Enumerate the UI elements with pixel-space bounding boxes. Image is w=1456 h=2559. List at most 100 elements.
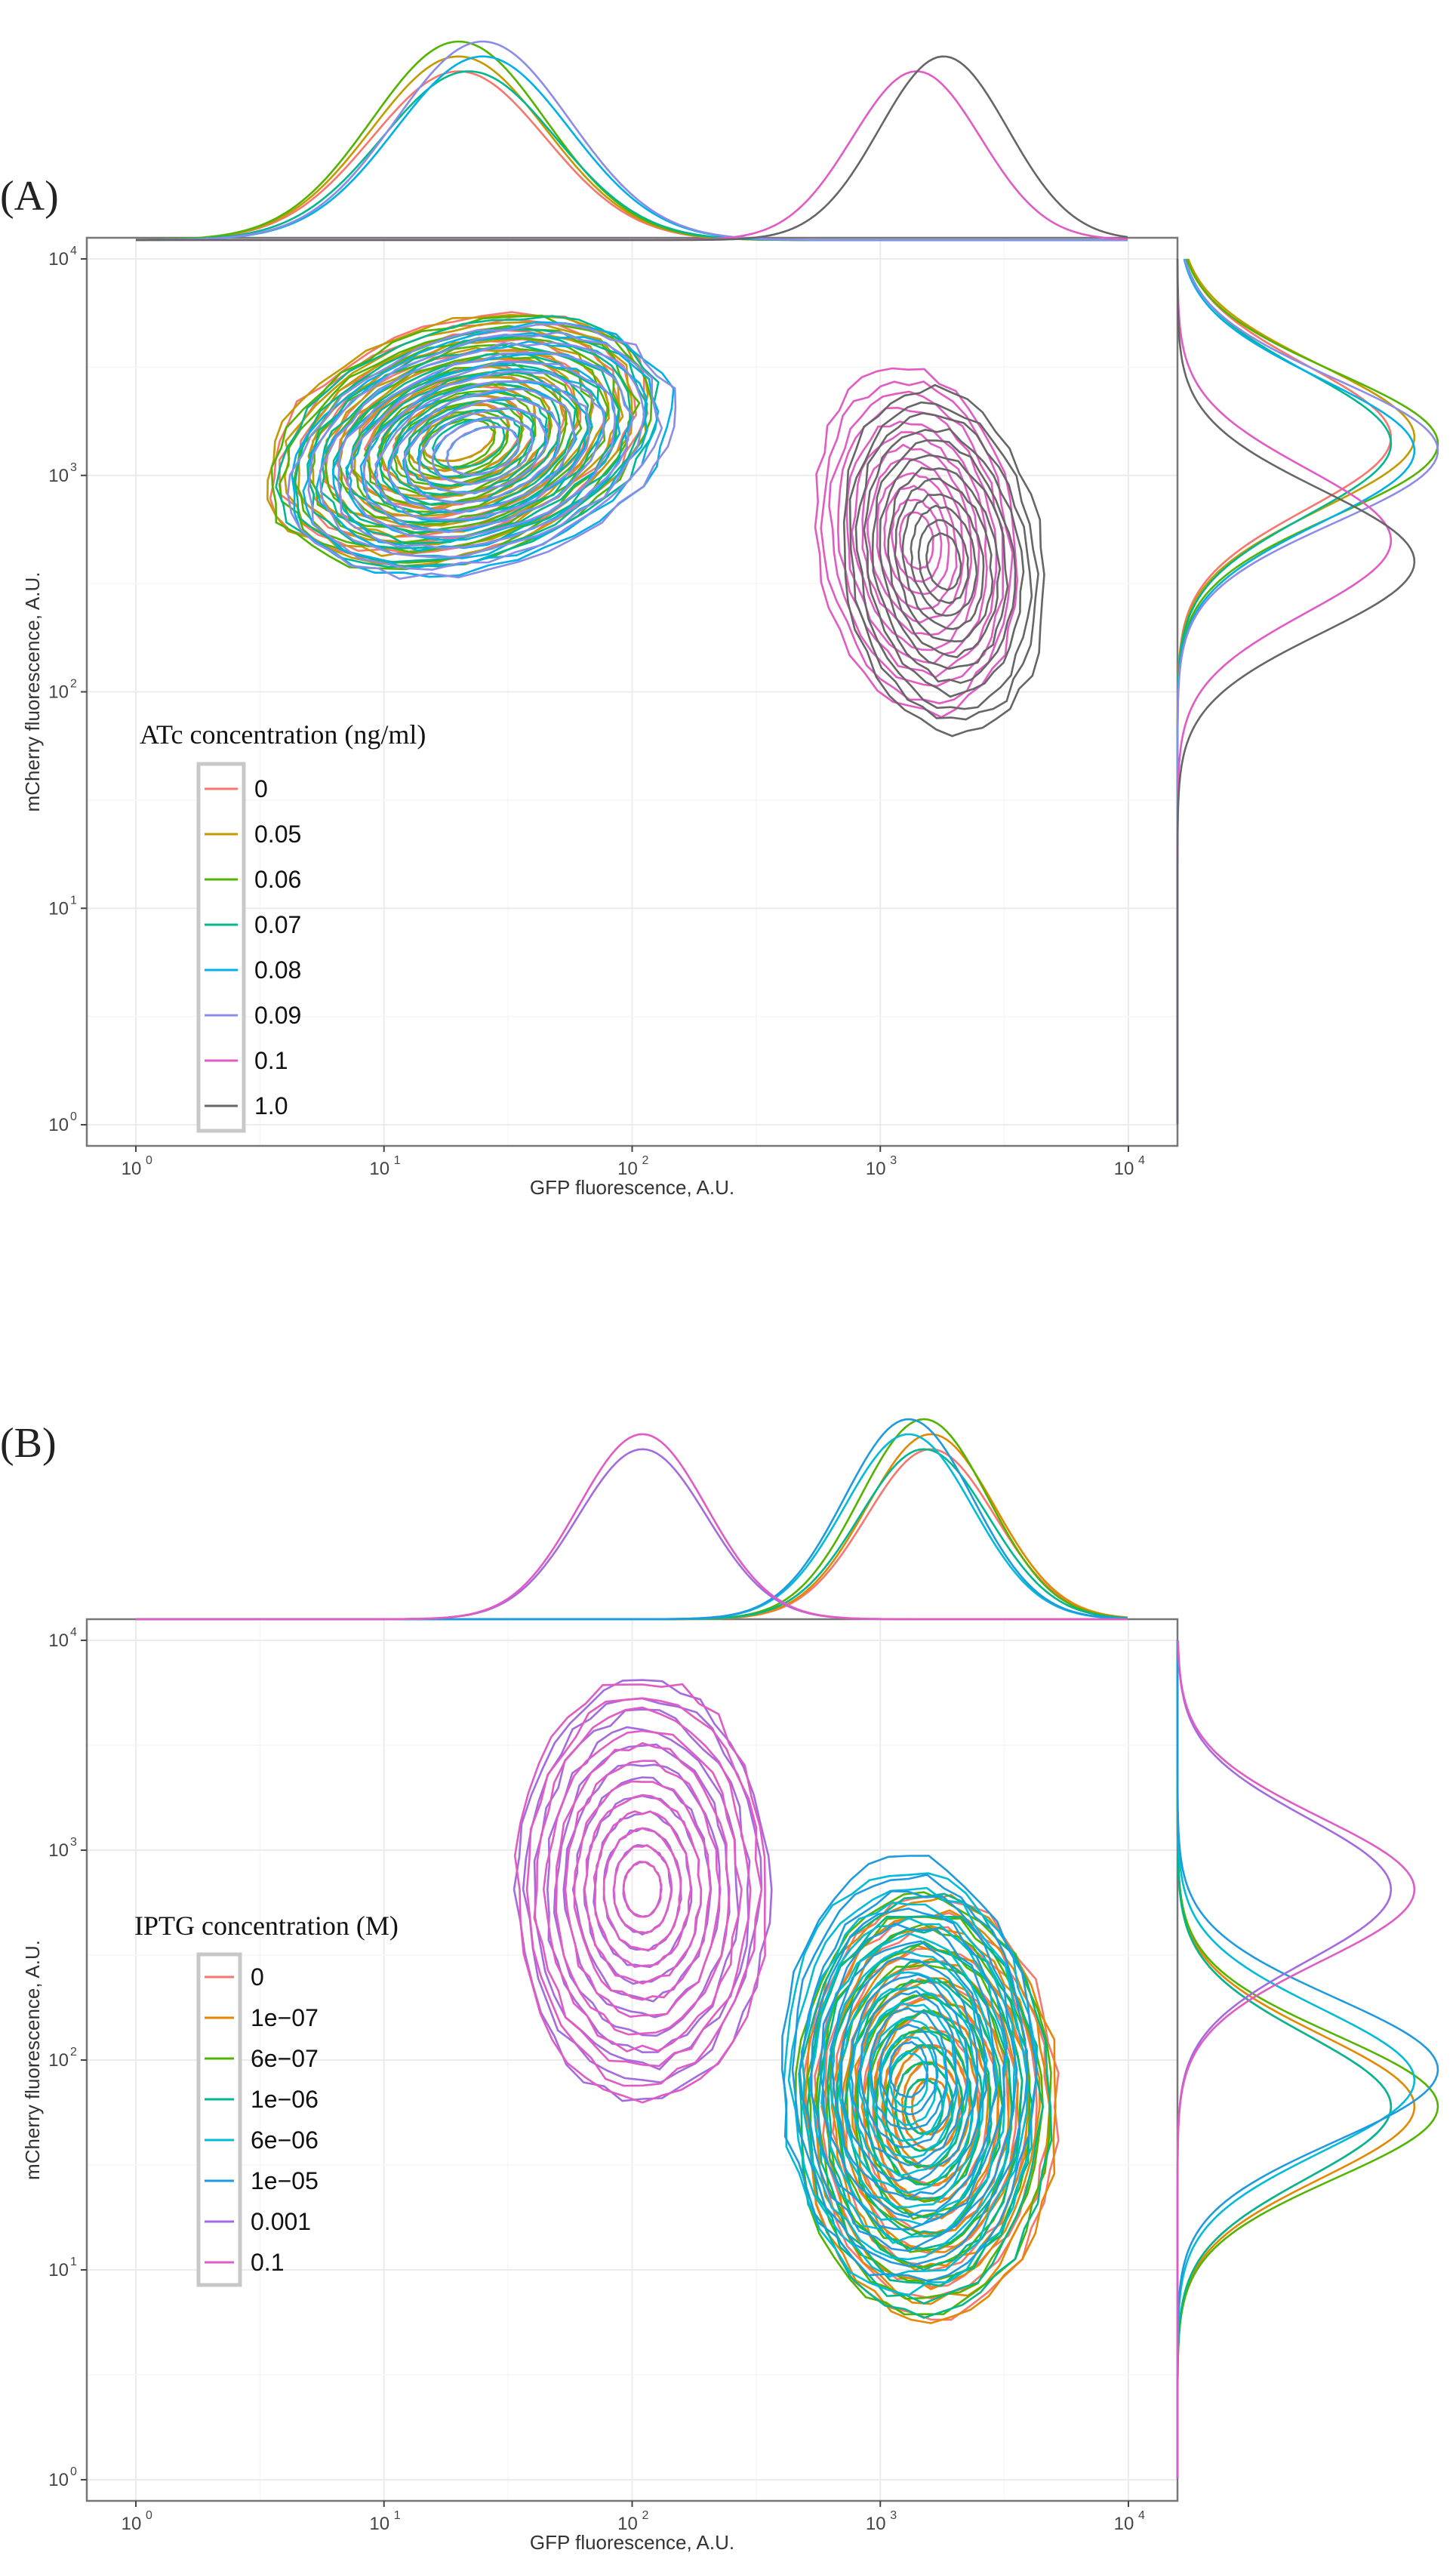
- contour-line: [602, 1827, 682, 1951]
- legend: IPTG concentration (M) 0 1e−07 6e−07 1e−06 6e…: [134, 1911, 399, 2287]
- contour-line: [810, 1907, 1008, 2231]
- y-tick-exponent: 4: [70, 1626, 77, 1639]
- contour-line: [800, 1901, 1017, 2261]
- contour-line: [374, 379, 591, 521]
- legend-label: 0.09: [254, 1002, 301, 1029]
- x-tick-label: 10: [369, 2514, 389, 2534]
- contour-line: [820, 380, 1014, 705]
- contour-line: [878, 2023, 939, 2116]
- y-tick-exponent: 4: [70, 245, 77, 257]
- contour-line: [307, 331, 663, 571]
- right-marginal-curve: [1176, 1640, 1393, 2478]
- contour-line: [830, 1951, 988, 2209]
- y-tick-label: 10: [48, 1115, 69, 1135]
- y-tick-label: 10: [48, 2260, 69, 2280]
- contour-line: [836, 406, 998, 679]
- y-tick-exponent: 3: [70, 1836, 77, 1849]
- contour-line: [321, 346, 593, 527]
- right-marginal-curve: [1176, 258, 1393, 1124]
- top-marginals: [136, 1418, 1128, 1621]
- legend-title: IPTG concentration (M): [134, 1911, 399, 1941]
- contour-line: [787, 1886, 1029, 2278]
- x-tick-exponent: 3: [890, 1154, 897, 1167]
- right-marginal-curve: [1176, 1640, 1439, 2478]
- x-tick-label: 10: [617, 2514, 638, 2534]
- contour-line: [546, 1726, 740, 2054]
- contours: [266, 311, 1045, 738]
- contour-line: [858, 2001, 959, 2159]
- contour-line: [887, 467, 1002, 658]
- contour-line: [857, 1993, 993, 2219]
- contours: [513, 1679, 1060, 2324]
- y-tick-label: 10: [48, 249, 69, 269]
- top-marginals: [135, 40, 1128, 242]
- right-marginal-curve: [1176, 1640, 1416, 2478]
- x-tick-label: 10: [866, 2514, 886, 2534]
- contour-line: [854, 411, 1033, 710]
- legend-label: 1e−07: [251, 2004, 319, 2031]
- x-tick-exponent: 2: [642, 1154, 649, 1167]
- top-marginal-curve: [136, 1433, 1128, 1621]
- contour-line: [910, 504, 978, 617]
- right-marginal-curve: [1176, 258, 1416, 1124]
- legend-key-box: [196, 762, 246, 1133]
- contour-line: [522, 1697, 763, 2084]
- x-tick-exponent: 4: [1138, 2509, 1145, 2522]
- top-marginal-curve: [136, 55, 1128, 242]
- legend-label: 1.0: [254, 1092, 288, 1119]
- contour-line: [879, 454, 1009, 670]
- y-tick-exponent: 1: [70, 894, 77, 907]
- x-tick-label: 10: [1114, 1159, 1134, 1179]
- contour-line: [814, 367, 1019, 719]
- contour-line: [402, 397, 562, 504]
- contour-line: [876, 472, 958, 611]
- x-tick-label: 10: [122, 1159, 142, 1179]
- contour-line: [287, 322, 677, 580]
- legend-label: 0.1: [254, 1047, 288, 1074]
- contour-line: [404, 396, 562, 504]
- y-axis-label: mCherry fluorescence, A.U.: [21, 1940, 44, 2180]
- contour-line: [799, 1889, 1018, 2253]
- contour-line: [890, 498, 943, 584]
- contour-line: [839, 1971, 979, 2194]
- right-marginal-curve: [1176, 258, 1439, 1124]
- top-marginal-curve: [136, 40, 1128, 242]
- contour-line: [888, 2040, 929, 2099]
- contour-line: [878, 2035, 938, 2126]
- contour-line: [593, 1810, 692, 1968]
- x-axis-label: GFP fluorescence, A.U.: [530, 2531, 734, 2554]
- legend-label: 1e−06: [251, 2086, 319, 2113]
- contour-line: [828, 390, 1005, 688]
- y-tick-exponent: 0: [70, 2465, 77, 2478]
- legend-label: 0: [251, 1963, 264, 1991]
- top-marginal-curve: [136, 1448, 1128, 1621]
- x-tick-exponent: 3: [890, 2509, 897, 2522]
- y-tick-exponent: 0: [70, 1110, 77, 1123]
- x-tick-exponent: 1: [394, 2509, 401, 2522]
- contour-line: [583, 1794, 703, 1985]
- contour-line: [292, 337, 620, 554]
- legend-label: 0: [254, 775, 268, 802]
- legend: ATc concentration (ng/ml) 0 0.05 0.06 0.07 0.…: [140, 719, 426, 1133]
- panel-label: (A): [0, 173, 59, 220]
- contour-line: [869, 2007, 949, 2130]
- right-marginals: [1176, 258, 1439, 1124]
- x-tick-exponent: 0: [146, 2509, 152, 2522]
- right-marginals: [1176, 1640, 1439, 2478]
- contour-line: [888, 2051, 929, 2108]
- contour-line: [845, 1979, 1004, 2238]
- contour-line: [780, 1855, 1039, 2283]
- y-tick-label: 10: [48, 1840, 69, 1861]
- axes: 10 0 10 1 10 2 10 3 10 410 010 110 210 310 4: [48, 1626, 1145, 2534]
- right-marginal-curve: [1176, 1640, 1416, 2478]
- contour-line: [830, 1940, 988, 2200]
- contour-line: [863, 427, 1025, 698]
- right-marginal-curve: [1176, 1640, 1416, 2478]
- contour-line: [840, 1957, 979, 2182]
- contour-line: [894, 478, 994, 643]
- y-axis-label: mCherry fluorescence, A.U.: [21, 572, 44, 812]
- contour-line: [564, 1760, 722, 2019]
- legend-label: 0.08: [254, 956, 301, 984]
- x-tick-exponent: 2: [642, 2509, 649, 2522]
